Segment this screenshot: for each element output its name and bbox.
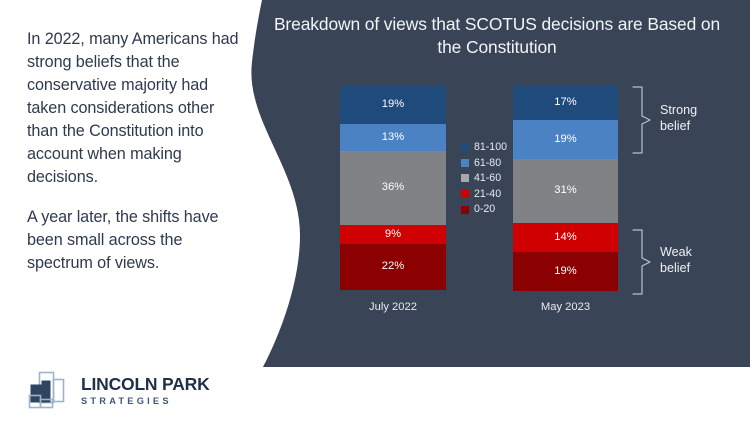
narrative-column: In 2022, many Americans had strong belie… — [27, 28, 242, 275]
narrative-paragraph-2: A year later, the shifts have been small… — [27, 208, 219, 272]
bar-segment-21-40[interactable]: 9% — [340, 225, 446, 244]
bar-stack: 17% 19% 31% 14% 19% — [513, 85, 618, 291]
category-label-july-2022: July 2022 — [369, 301, 417, 313]
logo-tagline: STRATEGIES — [81, 395, 172, 406]
bar-segment-0-20[interactable]: 19% — [513, 252, 618, 291]
narrative-paragraph-1: In 2022, many Americans had strong belie… — [27, 30, 239, 186]
curly-brace-icon — [632, 86, 651, 154]
bar-segment-41-60[interactable]: 36% — [340, 151, 446, 225]
legend-item-81-100[interactable]: 81-100 — [461, 142, 507, 153]
legend-item-41-60[interactable]: 41-60 — [461, 173, 507, 184]
legend-label: 81-100 — [474, 141, 507, 153]
bar-column-july-2022: 19% 13% 36% 9% 22% July 2022 — [340, 85, 446, 313]
annotation-strong-belief-label: Strong belief — [660, 102, 697, 134]
legend-swatch-icon — [461, 174, 469, 183]
lincoln-park-strategies-logo: LINCOLN PARK STRATEGIES — [28, 371, 210, 413]
annotation-weak-belief: Weak belief — [630, 229, 692, 300]
logo-wordmark: LINCOLN PARK STRATEGIES — [81, 375, 210, 408]
legend-item-21-40[interactable]: 21-40 — [461, 189, 507, 200]
bar-column-may-2023: 17% 19% 31% 14% 19% May 2023 — [513, 85, 618, 313]
legend-item-61-80[interactable]: 61-80 — [461, 156, 507, 169]
logo-building-icon — [28, 371, 65, 409]
annotation-line-2: belief — [660, 261, 691, 276]
curly-brace-icon — [632, 229, 651, 295]
bar-segment-81-100[interactable]: 19% — [340, 85, 446, 124]
legend-swatch-icon — [461, 205, 469, 214]
category-label-may-2023: May 2023 — [540, 301, 591, 313]
legend-swatch-icon — [461, 190, 469, 199]
legend-label: 0-20 — [474, 203, 496, 216]
legend-item-0-20[interactable]: 0-20 — [461, 204, 507, 215]
bar-stack: 19% 13% 36% 9% 22% — [340, 85, 446, 290]
bar-segment-81-100[interactable]: 17% — [513, 85, 618, 120]
legend-label: 41-60 — [474, 172, 502, 185]
bar-segment-21-40[interactable]: 14% — [513, 223, 618, 252]
chart-legend: 81-100 61-80 41-60 21-40 0-20 — [461, 142, 507, 215]
logo-company-name: LINCOLN PARK — [81, 374, 210, 395]
legend-swatch-icon — [461, 143, 469, 152]
legend-swatch-icon — [461, 158, 469, 167]
annotation-strong-belief: Strong belief — [630, 86, 697, 159]
chart-title: Breakdown of views that SCOTUS decisions… — [273, 14, 721, 58]
annotation-line-2: belief — [660, 119, 691, 134]
legend-label: 21-40 — [474, 187, 502, 200]
bar-segment-41-60[interactable]: 31% — [513, 159, 618, 223]
bar-segment-0-20[interactable]: 22% — [340, 244, 446, 290]
annotation-weak-belief-label: Weak belief — [660, 244, 692, 276]
bar-segment-61-80[interactable]: 13% — [340, 124, 446, 151]
annotation-line-1: Strong — [660, 103, 698, 117]
legend-label: 61-80 — [474, 156, 502, 169]
bar-segment-61-80[interactable]: 19% — [513, 120, 618, 159]
annotation-line-1: Weak — [660, 245, 692, 259]
